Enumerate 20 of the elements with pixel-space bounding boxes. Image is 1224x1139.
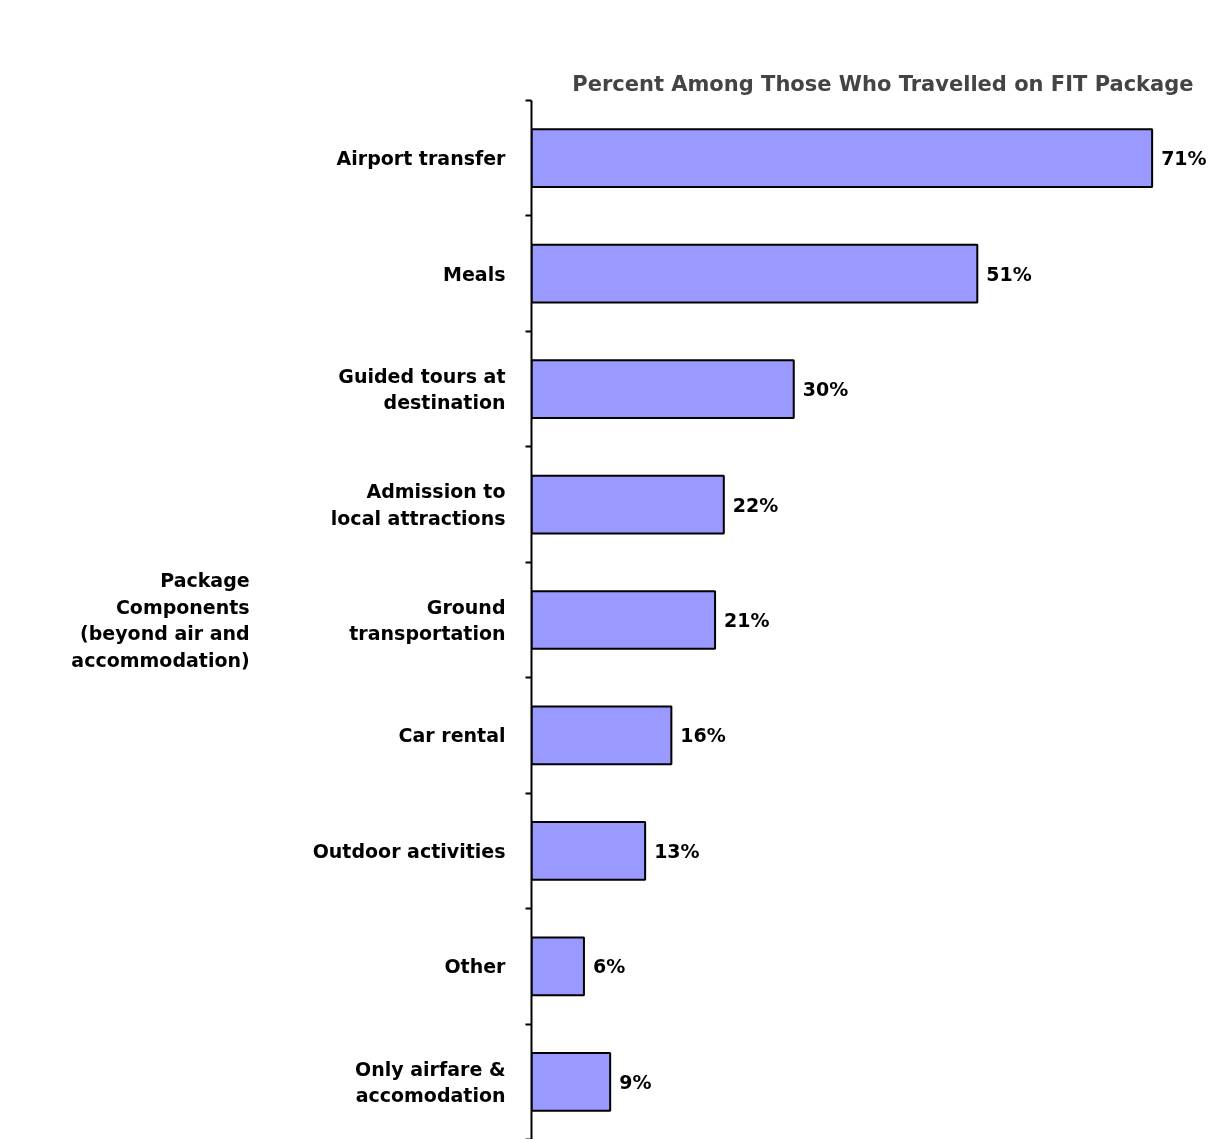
data-label: 71% [1161,147,1207,170]
data-label: 21% [724,609,770,631]
data-label: 51% [986,262,1032,285]
data-label: 30% [802,378,849,401]
y-tick-label: Outdoor activities [312,839,506,862]
data-label: 22% [732,493,779,516]
data-label: 6% [592,955,626,978]
data-label: 13% [654,839,700,862]
data-label: 16% [680,724,726,747]
chart-title: Percent Among Those Who Travelled on FIT Package [572,71,1194,96]
y-tick-label: Other [444,955,507,978]
y-tick-label: Meals [443,262,506,285]
y-tick-label: Car rental [398,724,506,747]
y-tick-label: Ground transportation [349,595,506,645]
y-axis-title: Package Components (beyond air and accommodation) [71,569,250,671]
y-tick-label: Only airfare & accomodation [355,1057,506,1106]
y-tick-label: Guided tours at destination [338,364,506,414]
data-label: 9% [619,1070,652,1093]
y-tick-label: Admission to local attractions [330,480,506,529]
y-tick-label: Airport transfer [336,147,507,170]
